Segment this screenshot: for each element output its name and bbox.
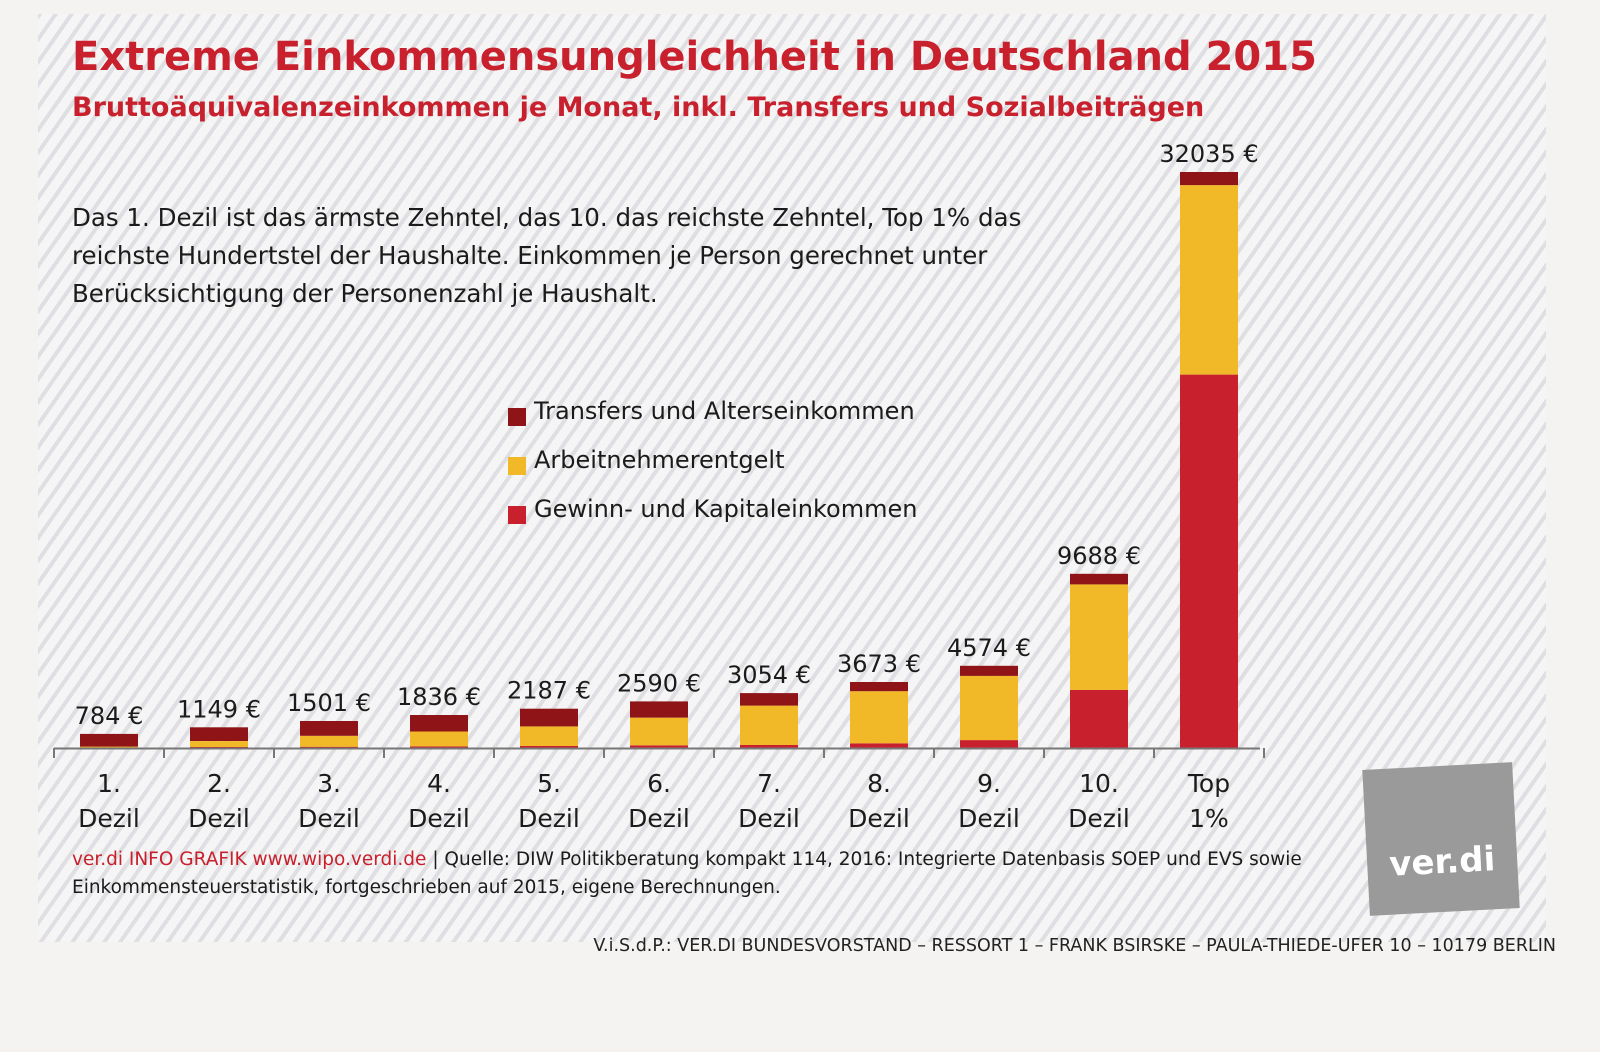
stacked-bar-chart: 784 € 1. Dezil 1149 € 2. Dezil 1501 € 3. Dezil 18… <box>53 140 1265 833</box>
bar-segment-arbeitnehmer-9 <box>960 675 1018 741</box>
value-label-2: 1149 € <box>177 695 261 723</box>
chart-subtitle: Bruttoäquivalenzeinkommen je Monat, inkl… <box>72 92 1205 123</box>
imprint: V.i.S.d.P.: VER.DI BUNDESVORSTAND – RESS… <box>593 936 1556 956</box>
bar-segment-transfers-10 <box>1070 573 1128 585</box>
bar-segment-transfers-5 <box>520 708 578 727</box>
bar-segment-arbeitnehmer-2 <box>190 741 248 747</box>
legend-swatch-transfers <box>508 408 526 426</box>
x-tick-label-3-line-2: Dezil <box>298 804 360 833</box>
bar-segment-arbeitnehmer-4 <box>410 731 468 747</box>
value-label-4: 1836 € <box>397 683 481 711</box>
legend-swatch-gewinn <box>508 506 526 524</box>
bar-segment-gewinn-8 <box>850 743 908 748</box>
bar-segment-arbeitnehmer-8 <box>850 691 908 744</box>
x-tick-label-3-line-1: 3. <box>317 769 341 798</box>
bar-segment-gewinn-3 <box>300 746 358 748</box>
bar-segment-transfers-9 <box>960 665 1018 676</box>
bar-segment-gewinn-4 <box>410 746 468 748</box>
x-tick-label-2-line-2: Dezil <box>188 804 250 833</box>
x-tick-label-1-line-1: 1. <box>97 769 121 798</box>
bar-segment-gewinn-7 <box>740 744 798 748</box>
verdi-logo: ver.di <box>1362 762 1520 916</box>
x-tick-label-6-line-2: Dezil <box>628 804 690 833</box>
bar-segment-transfers-7 <box>740 693 798 706</box>
x-tick-label-2-line-1: 2. <box>207 769 231 798</box>
x-tick-label-10-line-2: Dezil <box>1068 804 1130 833</box>
bar-segment-gewinn-6 <box>630 745 688 748</box>
bar-segment-arbeitnehmer-7 <box>740 705 798 745</box>
bar-segment-transfers-1 <box>80 733 138 747</box>
legend-label-transfers: Transfers und Alterseinkommen <box>534 397 915 425</box>
x-tick-label-5-line-1: 5. <box>537 769 561 798</box>
infographic-panel: Extreme Einkommensungleichheit in Deutsc… <box>38 14 1546 942</box>
verdi-logo-text: ver.di <box>1388 839 1497 885</box>
x-tick-label-5-line-2: Dezil <box>518 804 580 833</box>
source-text: | Quelle: DIW Politikberatung kompakt 11… <box>72 849 1302 898</box>
value-label-5: 2187 € <box>507 677 591 705</box>
x-tick-label-6-line-1: 6. <box>647 769 671 798</box>
bar-segment-gewinn-10 <box>1070 689 1128 748</box>
bar-segment-gewinn-11 <box>1180 374 1238 748</box>
source-note: ver.di INFO GRAFIK www.wipo.verdi.de | Q… <box>72 846 1352 902</box>
legend-label-gewinn: Gewinn- und Kapitaleinkommen <box>534 495 918 523</box>
x-tick-label-11-line-2: 1% <box>1189 804 1229 833</box>
bar-segment-transfers-6 <box>630 701 688 718</box>
x-tick-label-1-line-2: Dezil <box>78 804 140 833</box>
legend-label-arbeitnehmerentgelt: Arbeitnehmerentgelt <box>534 446 785 474</box>
bar-segment-transfers-11 <box>1180 172 1238 186</box>
x-tick-label-4-line-1: 4. <box>427 769 451 798</box>
x-tick-label-9-line-1: 9. <box>977 769 1001 798</box>
chart-title: Extreme Einkommensungleichheit in Deutsc… <box>72 34 1317 80</box>
x-tick-label-7-line-1: 7. <box>757 769 781 798</box>
legend-swatch-arbeitnehmerentgelt <box>508 457 526 475</box>
source-brand-link[interactable]: ver.di INFO GRAFIK www.wipo.verdi.de <box>72 849 427 870</box>
x-tick-label-7-line-2: Dezil <box>738 804 800 833</box>
bar-segment-arbeitnehmer-11 <box>1180 185 1238 375</box>
value-label-9: 4574 € <box>947 634 1031 662</box>
bar-segment-arbeitnehmer-5 <box>520 726 578 746</box>
x-tick-label-8-line-2: Dezil <box>848 804 910 833</box>
x-tick-label-8-line-1: 8. <box>867 769 891 798</box>
bar-segment-transfers-8 <box>850 682 908 692</box>
bar-segment-transfers-2 <box>190 727 248 741</box>
x-tick-label-10-line-1: 10. <box>1079 769 1119 798</box>
bar-segment-arbeitnehmer-10 <box>1070 584 1128 690</box>
value-label-7: 3054 € <box>727 661 811 689</box>
chart-description: Das 1. Dezil ist das ärmste Zehntel, das… <box>72 203 1022 308</box>
bar-segment-arbeitnehmer-3 <box>300 735 358 747</box>
value-label-1: 784 € <box>75 702 144 730</box>
bar-segment-transfers-4 <box>410 715 468 732</box>
value-label-3: 1501 € <box>287 689 371 717</box>
bar-segment-gewinn-9 <box>960 740 1018 748</box>
x-tick-label-11-line-1: Top <box>1187 769 1230 798</box>
value-label-6: 2590 € <box>617 669 701 697</box>
bar-segment-arbeitnehmer-6 <box>630 717 688 746</box>
bar-segment-transfers-3 <box>300 721 358 736</box>
value-label-8: 3673 € <box>837 650 921 678</box>
bar-segment-gewinn-5 <box>520 746 578 748</box>
x-tick-label-9-line-2: Dezil <box>958 804 1020 833</box>
bar-segment-arbeitnehmer-1 <box>80 746 138 748</box>
value-label-11: 32035 € <box>1159 140 1258 168</box>
value-label-10: 9688 € <box>1057 542 1141 570</box>
x-tick-label-4-line-2: Dezil <box>408 804 470 833</box>
